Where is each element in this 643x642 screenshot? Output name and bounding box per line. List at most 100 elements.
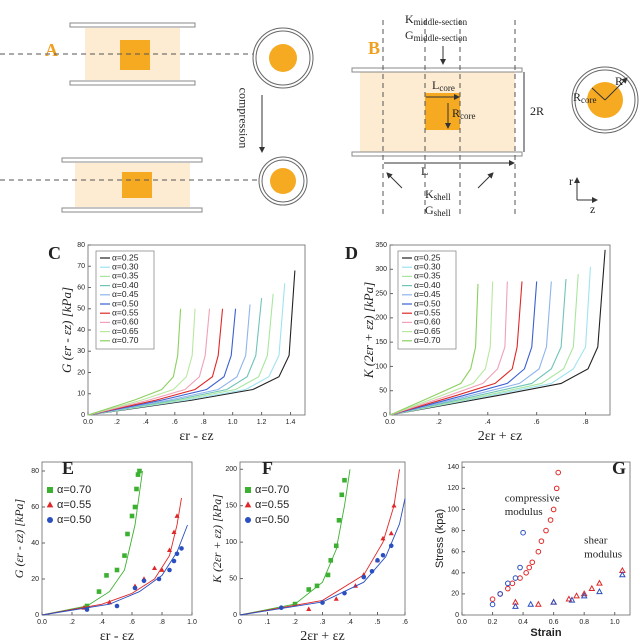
panel-label: C — [48, 243, 61, 263]
y-tick-label: 150 — [375, 339, 387, 346]
y-tick-label: 40 — [77, 327, 85, 334]
legend-label: α=0.70 — [112, 335, 139, 345]
point — [490, 602, 495, 607]
point — [574, 593, 579, 598]
x-tick-label: .6 — [129, 619, 135, 626]
y-axis-label: K (2εr + εz) [kPa] — [361, 282, 376, 379]
point — [518, 576, 523, 581]
x-tick-label: 1.0 — [228, 419, 238, 426]
point — [544, 528, 549, 533]
point — [506, 586, 511, 591]
y-tick-label: 140 — [447, 464, 459, 471]
point — [527, 565, 532, 570]
point — [381, 553, 386, 558]
x-tick-label: 1.2 — [257, 419, 267, 426]
y-tick-label: 120 — [447, 485, 459, 492]
point — [122, 553, 127, 558]
y-tick-label: 30 — [77, 348, 85, 355]
point — [175, 552, 180, 557]
point — [334, 543, 339, 548]
x-axis-label: 2εr + εz — [300, 629, 345, 642]
x-tick-label: 0 — [238, 619, 242, 626]
symbol: L — [432, 78, 439, 92]
x-axis-label: εr - εz — [100, 629, 134, 642]
y-tick-label: 200 — [375, 315, 387, 322]
k-shell: Kshell — [425, 187, 451, 202]
annotation: modulus — [505, 506, 543, 518]
point — [339, 492, 344, 497]
x-tick-label: .6 — [402, 619, 408, 626]
x-tick-label: .4 — [485, 419, 491, 426]
point — [530, 560, 535, 565]
x-tick-label: 0.8 — [579, 619, 589, 626]
y-tick-label: 250 — [375, 290, 387, 297]
y-tick-label: 350 — [375, 242, 387, 249]
k-middle: Kmiddle-section — [405, 12, 468, 27]
point — [130, 514, 135, 519]
y-tick-label: 80 — [31, 468, 39, 475]
point — [490, 597, 495, 602]
point — [513, 576, 518, 581]
point — [524, 570, 529, 575]
arrow-text: compression — [236, 88, 250, 149]
symbol: G — [425, 203, 434, 217]
y-tick-label: 50 — [229, 575, 237, 582]
legend-label: α=0.55 — [57, 499, 91, 511]
x-tick-label: .6 — [534, 419, 540, 426]
point — [391, 503, 396, 508]
point — [104, 573, 109, 578]
point — [85, 607, 90, 612]
point — [551, 600, 556, 605]
y-tick-label: 0 — [35, 612, 39, 619]
x-tick-label: .4 — [143, 419, 149, 426]
y-tick-label: 70 — [77, 263, 85, 270]
y-tick-label: 60 — [451, 549, 459, 556]
legend-label: α=0.50 — [57, 514, 91, 526]
panel-a: A compression — [0, 23, 313, 212]
point — [326, 573, 331, 578]
point — [334, 596, 339, 601]
panel-label: D — [345, 243, 358, 263]
point — [342, 591, 347, 596]
y-tick-label: 100 — [375, 363, 387, 370]
point — [375, 558, 380, 563]
point — [389, 543, 394, 548]
y-axis-label: Stress (kpa) — [434, 509, 446, 568]
y-tick-label: 150 — [225, 503, 237, 510]
subscript: shell — [434, 192, 451, 202]
point — [245, 501, 252, 507]
point — [134, 487, 139, 492]
legend-label: α=0.55 — [255, 499, 289, 511]
x-axis-label: 2εr + εz — [478, 429, 523, 444]
y-tick-label: 20 — [451, 591, 459, 598]
point — [389, 531, 394, 536]
x-tick-label: 0.0 — [385, 419, 395, 426]
x-tick-label: 0.4 — [518, 619, 528, 626]
point — [328, 558, 333, 563]
point — [370, 569, 375, 574]
legend-label: α=0.70 — [57, 484, 91, 496]
axis-z: z — [590, 202, 595, 216]
panel-label: G — [612, 458, 626, 478]
y-tick-label: 40 — [451, 570, 459, 577]
point — [179, 546, 184, 551]
annotation: modulus — [584, 548, 622, 560]
point — [47, 501, 54, 507]
legend-label: α=0.70 — [255, 484, 289, 496]
subscript: core — [581, 95, 597, 105]
x-tick-label: .1 — [265, 619, 271, 626]
x-tick-label: .3 — [320, 619, 326, 626]
symbol: G — [405, 28, 414, 42]
x-tick-label: .6 — [172, 419, 178, 426]
point — [172, 559, 177, 564]
point — [115, 568, 120, 573]
y-tick-label: 50 — [379, 388, 387, 395]
y-tick-label: 60 — [31, 504, 39, 511]
x-tick-label: .8 — [583, 419, 589, 426]
y-tick-label: 0 — [455, 612, 459, 619]
x-tick-label: .8 — [201, 419, 207, 426]
x-axis-label: Strain — [530, 627, 561, 639]
symbol: K — [405, 12, 414, 26]
subscript: shell — [434, 208, 451, 218]
y-tick-label: 20 — [77, 369, 85, 376]
